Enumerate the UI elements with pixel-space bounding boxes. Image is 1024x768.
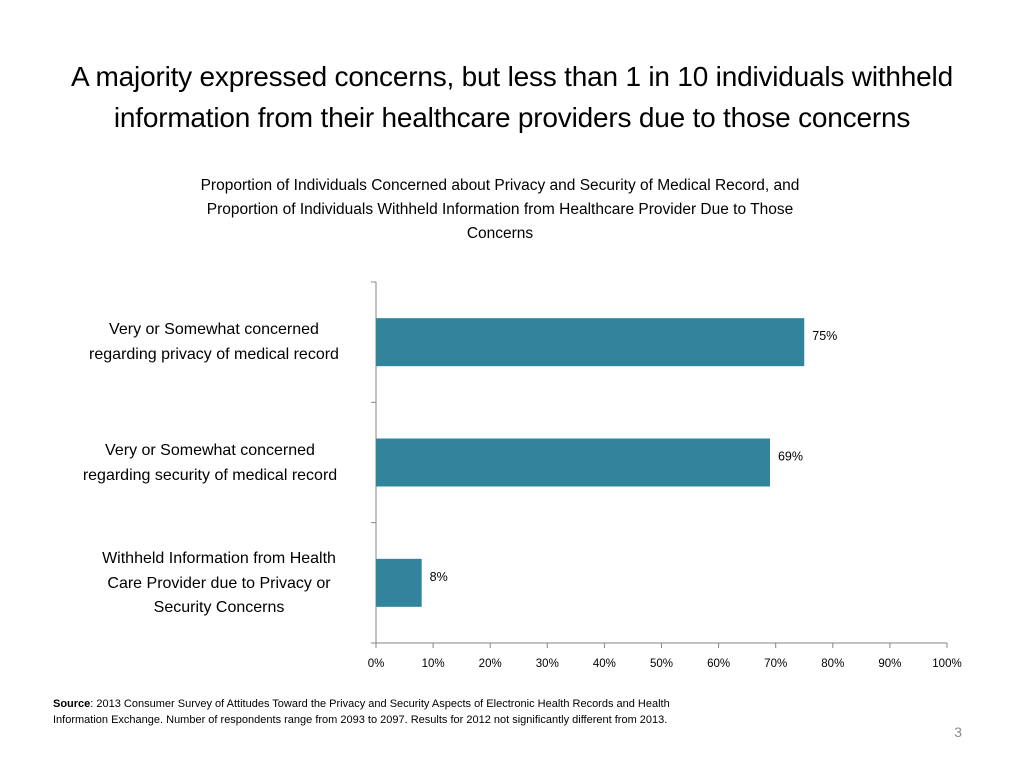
bar bbox=[376, 558, 422, 607]
bar bbox=[376, 438, 770, 487]
chart-title-line: Concerns bbox=[466, 225, 534, 242]
category-label-line: Security Concerns bbox=[153, 599, 285, 616]
category-label-line: Very or Somewhat concerned bbox=[105, 442, 315, 459]
x-tick-label: 20% bbox=[479, 658, 502, 670]
category-label-withheld: Withheld Information from Health Care Pr… bbox=[69, 547, 369, 621]
slide-title: A majority expressed concerns, but less … bbox=[0, 56, 1024, 138]
x-tick-label: 10% bbox=[422, 658, 445, 670]
chart-title-line: Proportion of Individuals Concerned abou… bbox=[200, 177, 800, 194]
category-label-line: Very or Somewhat concerned bbox=[109, 321, 319, 338]
x-tick-label: 0% bbox=[368, 658, 385, 670]
category-label-security: Very or Somewhat concerned regarding sec… bbox=[60, 439, 360, 488]
category-label-line: regarding security of medical record bbox=[82, 466, 338, 484]
category-label-privacy: Very or Somewhat concerned regarding pri… bbox=[64, 318, 364, 367]
bar bbox=[376, 318, 805, 367]
x-tick-label: 90% bbox=[878, 658, 901, 670]
source-text: Information Exchange. Number of responde… bbox=[53, 714, 668, 726]
x-tick-label: 100% bbox=[932, 658, 961, 670]
x-tick-label: 60% bbox=[707, 658, 730, 670]
x-tick-label: 50% bbox=[650, 658, 673, 670]
data-label: 75% bbox=[812, 329, 837, 343]
x-tick-label: 70% bbox=[764, 658, 787, 670]
x-tick-label: 80% bbox=[821, 658, 844, 670]
category-label-line: Care Provider due to Privacy or bbox=[107, 574, 331, 592]
x-tick-label: 40% bbox=[593, 658, 616, 670]
source-label: Source bbox=[53, 698, 91, 710]
slide-title-line: information from their healthcare provid… bbox=[113, 102, 911, 133]
data-label: 8% bbox=[430, 570, 448, 584]
source-note: Source: 2013 Consumer Survey of Attitude… bbox=[53, 696, 813, 728]
chart-title: Proportion of Individuals Concerned abou… bbox=[140, 174, 860, 246]
x-tick-label: 30% bbox=[536, 658, 559, 670]
category-label-line: regarding privacy of medical record bbox=[89, 345, 339, 363]
source-text: : 2013 Consumer Survey of Attitudes Towa… bbox=[90, 698, 670, 710]
slide-title-line: A majority expressed concerns, but less … bbox=[71, 61, 953, 92]
page-number: 3 bbox=[954, 724, 962, 740]
category-label-line: Withheld Information from Health bbox=[102, 550, 336, 567]
chart-title-line: Proportion of Individuals Withheld Infor… bbox=[206, 201, 794, 218]
data-label: 69% bbox=[778, 450, 803, 464]
